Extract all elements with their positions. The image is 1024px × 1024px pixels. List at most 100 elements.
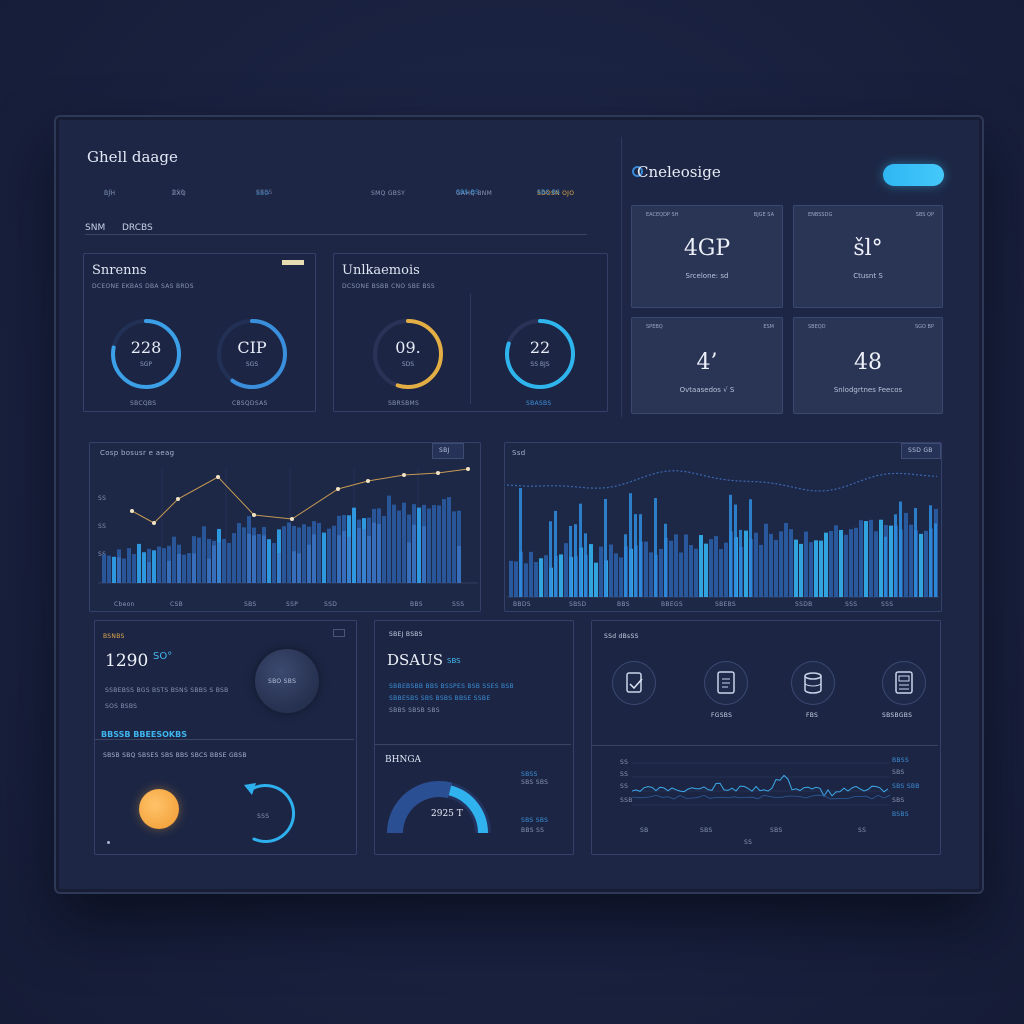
chart-bar [859, 520, 863, 597]
panel-divider [592, 745, 938, 746]
chart-bar [539, 558, 543, 597]
chart-bar [784, 522, 788, 597]
legend-item: BSBS [892, 811, 909, 818]
chart-bar-overlay [367, 535, 371, 583]
chart-bar [222, 538, 226, 583]
ring-caption: SS BJS [530, 361, 550, 368]
chart-bar [137, 543, 141, 583]
panel-title: Unlkaemois [342, 263, 420, 278]
chart-bar [529, 551, 533, 597]
rings-panel-2: Unlkaemois DCSONE BSBB CNO SBE BSS 09. S… [333, 253, 608, 412]
chart-bar [844, 534, 848, 597]
chart-bar [709, 539, 713, 597]
chart-bar [814, 540, 818, 597]
gauge-panel-value: DSAUS [387, 651, 444, 669]
chart-bar [242, 527, 246, 583]
gauge-panel-delta: SBS [447, 657, 461, 665]
chart-bar [659, 548, 663, 597]
chart-spike [554, 510, 557, 597]
chart-bar [744, 530, 748, 597]
kpi-card-3[interactable]: SPEBQ ESM 4’ Ovtaasedos √ S [631, 317, 783, 414]
chart-bar [919, 533, 923, 597]
chart-spike [549, 521, 552, 597]
ring-footer: SBASBS [526, 400, 552, 407]
chart-bar [432, 505, 436, 583]
y-tick: SS [98, 495, 107, 502]
chart-filter-button[interactable]: SBJ [432, 443, 464, 459]
chart-bar [619, 557, 623, 597]
report-icon[interactable] [882, 661, 926, 705]
nav-item-5[interactable]: GAHQ BNM [456, 190, 493, 197]
chart-bar [909, 524, 913, 597]
gauge-panel-text: SBBEBSBB BBS BSSPES BSB SSES BSB [389, 683, 514, 690]
chart-bar [402, 502, 406, 583]
legend-item: SBS [892, 797, 905, 804]
panel-title: Snrenns [92, 263, 147, 278]
kpi-card-4[interactable]: SBEQD SGO BP 48 Snlodgrtnes Feecos [793, 317, 943, 414]
chart-spike [579, 503, 582, 597]
primary-action-button[interactable] [883, 164, 944, 186]
nav-item-3[interactable]: SSO [256, 190, 270, 197]
nav-item-6[interactable]: SDOSN OJO [537, 190, 575, 197]
trend-point [252, 513, 256, 517]
document-icon[interactable] [704, 661, 748, 705]
chart-spike [899, 501, 902, 597]
nav-item-1[interactable]: BJH [104, 190, 116, 197]
summary-panel: BSNBS 1290 SO° SSBEBSS BGS BSTS BSNS SBB… [94, 620, 357, 855]
chart-spike [739, 529, 742, 597]
kpi-label-right: BJGE SA [753, 212, 774, 218]
chart-bar [854, 527, 858, 597]
chart-bar [689, 545, 693, 597]
chart-bar [107, 555, 111, 583]
icon-label: SBSBGBS [882, 712, 913, 719]
chart-bar [427, 508, 431, 583]
chart-bar [172, 536, 176, 583]
chart-bar [874, 531, 878, 597]
arrow-caption: SSS [257, 813, 270, 820]
kpi-caption: Ovtaasedos √ S [679, 386, 735, 394]
dashboard-window: Ghell daage BJH ZXQ SSO SMQ GBSY GAHQ BN… [54, 115, 984, 894]
trend-point [130, 509, 134, 513]
chart-filter-button[interactable]: SSD GB [901, 443, 941, 459]
chart-bar [869, 519, 873, 597]
panel-menu-icon[interactable] [333, 629, 345, 637]
chart-bar [724, 542, 728, 597]
tab-drcbs[interactable]: DRCBS [122, 223, 153, 233]
ring-value: CIP [237, 338, 267, 357]
chart-bar-overlay [297, 553, 301, 583]
chart-bar [132, 554, 136, 583]
bar-chart [507, 470, 939, 598]
nav-item-4[interactable]: SMQ GBSY [371, 190, 406, 197]
bar-line-chart [98, 467, 478, 584]
panel-divider [375, 744, 571, 745]
kpi-label: SBEQD [808, 324, 826, 330]
chart-bar-overlay [377, 524, 381, 583]
chart-spike [914, 508, 917, 597]
trend-point [466, 467, 470, 471]
tab-snm[interactable]: SNM [85, 223, 106, 233]
dot-icon [107, 841, 110, 844]
x-tick: Cbeon [114, 601, 135, 608]
x-tick: SBSD [569, 601, 587, 608]
progress-ring-1 [111, 319, 181, 389]
chart-bar [197, 537, 201, 583]
ring-value: 09. [395, 338, 421, 357]
chart-bar [694, 548, 698, 597]
gauge-legend: SBS SBS [521, 779, 549, 786]
chart-spike [929, 505, 932, 597]
chart-bar-overlay [207, 558, 211, 583]
chart-bar-overlay [147, 562, 151, 583]
nav-sub-1: AS [104, 189, 113, 196]
panel-caption: DCSONE BSBB CNO SBE BSS [342, 283, 435, 290]
x-tick: SBEBS [715, 601, 737, 608]
chart-bar [447, 497, 451, 583]
kpi-card-2[interactable]: ENBSSDG SBS QP šl° Ctusnt S [793, 205, 943, 308]
kpi-card-1[interactable]: EACEQDP SH BJGE SA 4GP Srcelone: sd [631, 205, 783, 308]
nav-item-2[interactable]: ZXQ [172, 190, 186, 197]
gauge-chart [387, 781, 491, 834]
chart-bar [282, 526, 286, 583]
database-icon[interactable] [791, 661, 835, 705]
chart-spike [634, 514, 637, 597]
chart-bar [182, 554, 186, 583]
clipboard-icon[interactable] [612, 661, 656, 705]
